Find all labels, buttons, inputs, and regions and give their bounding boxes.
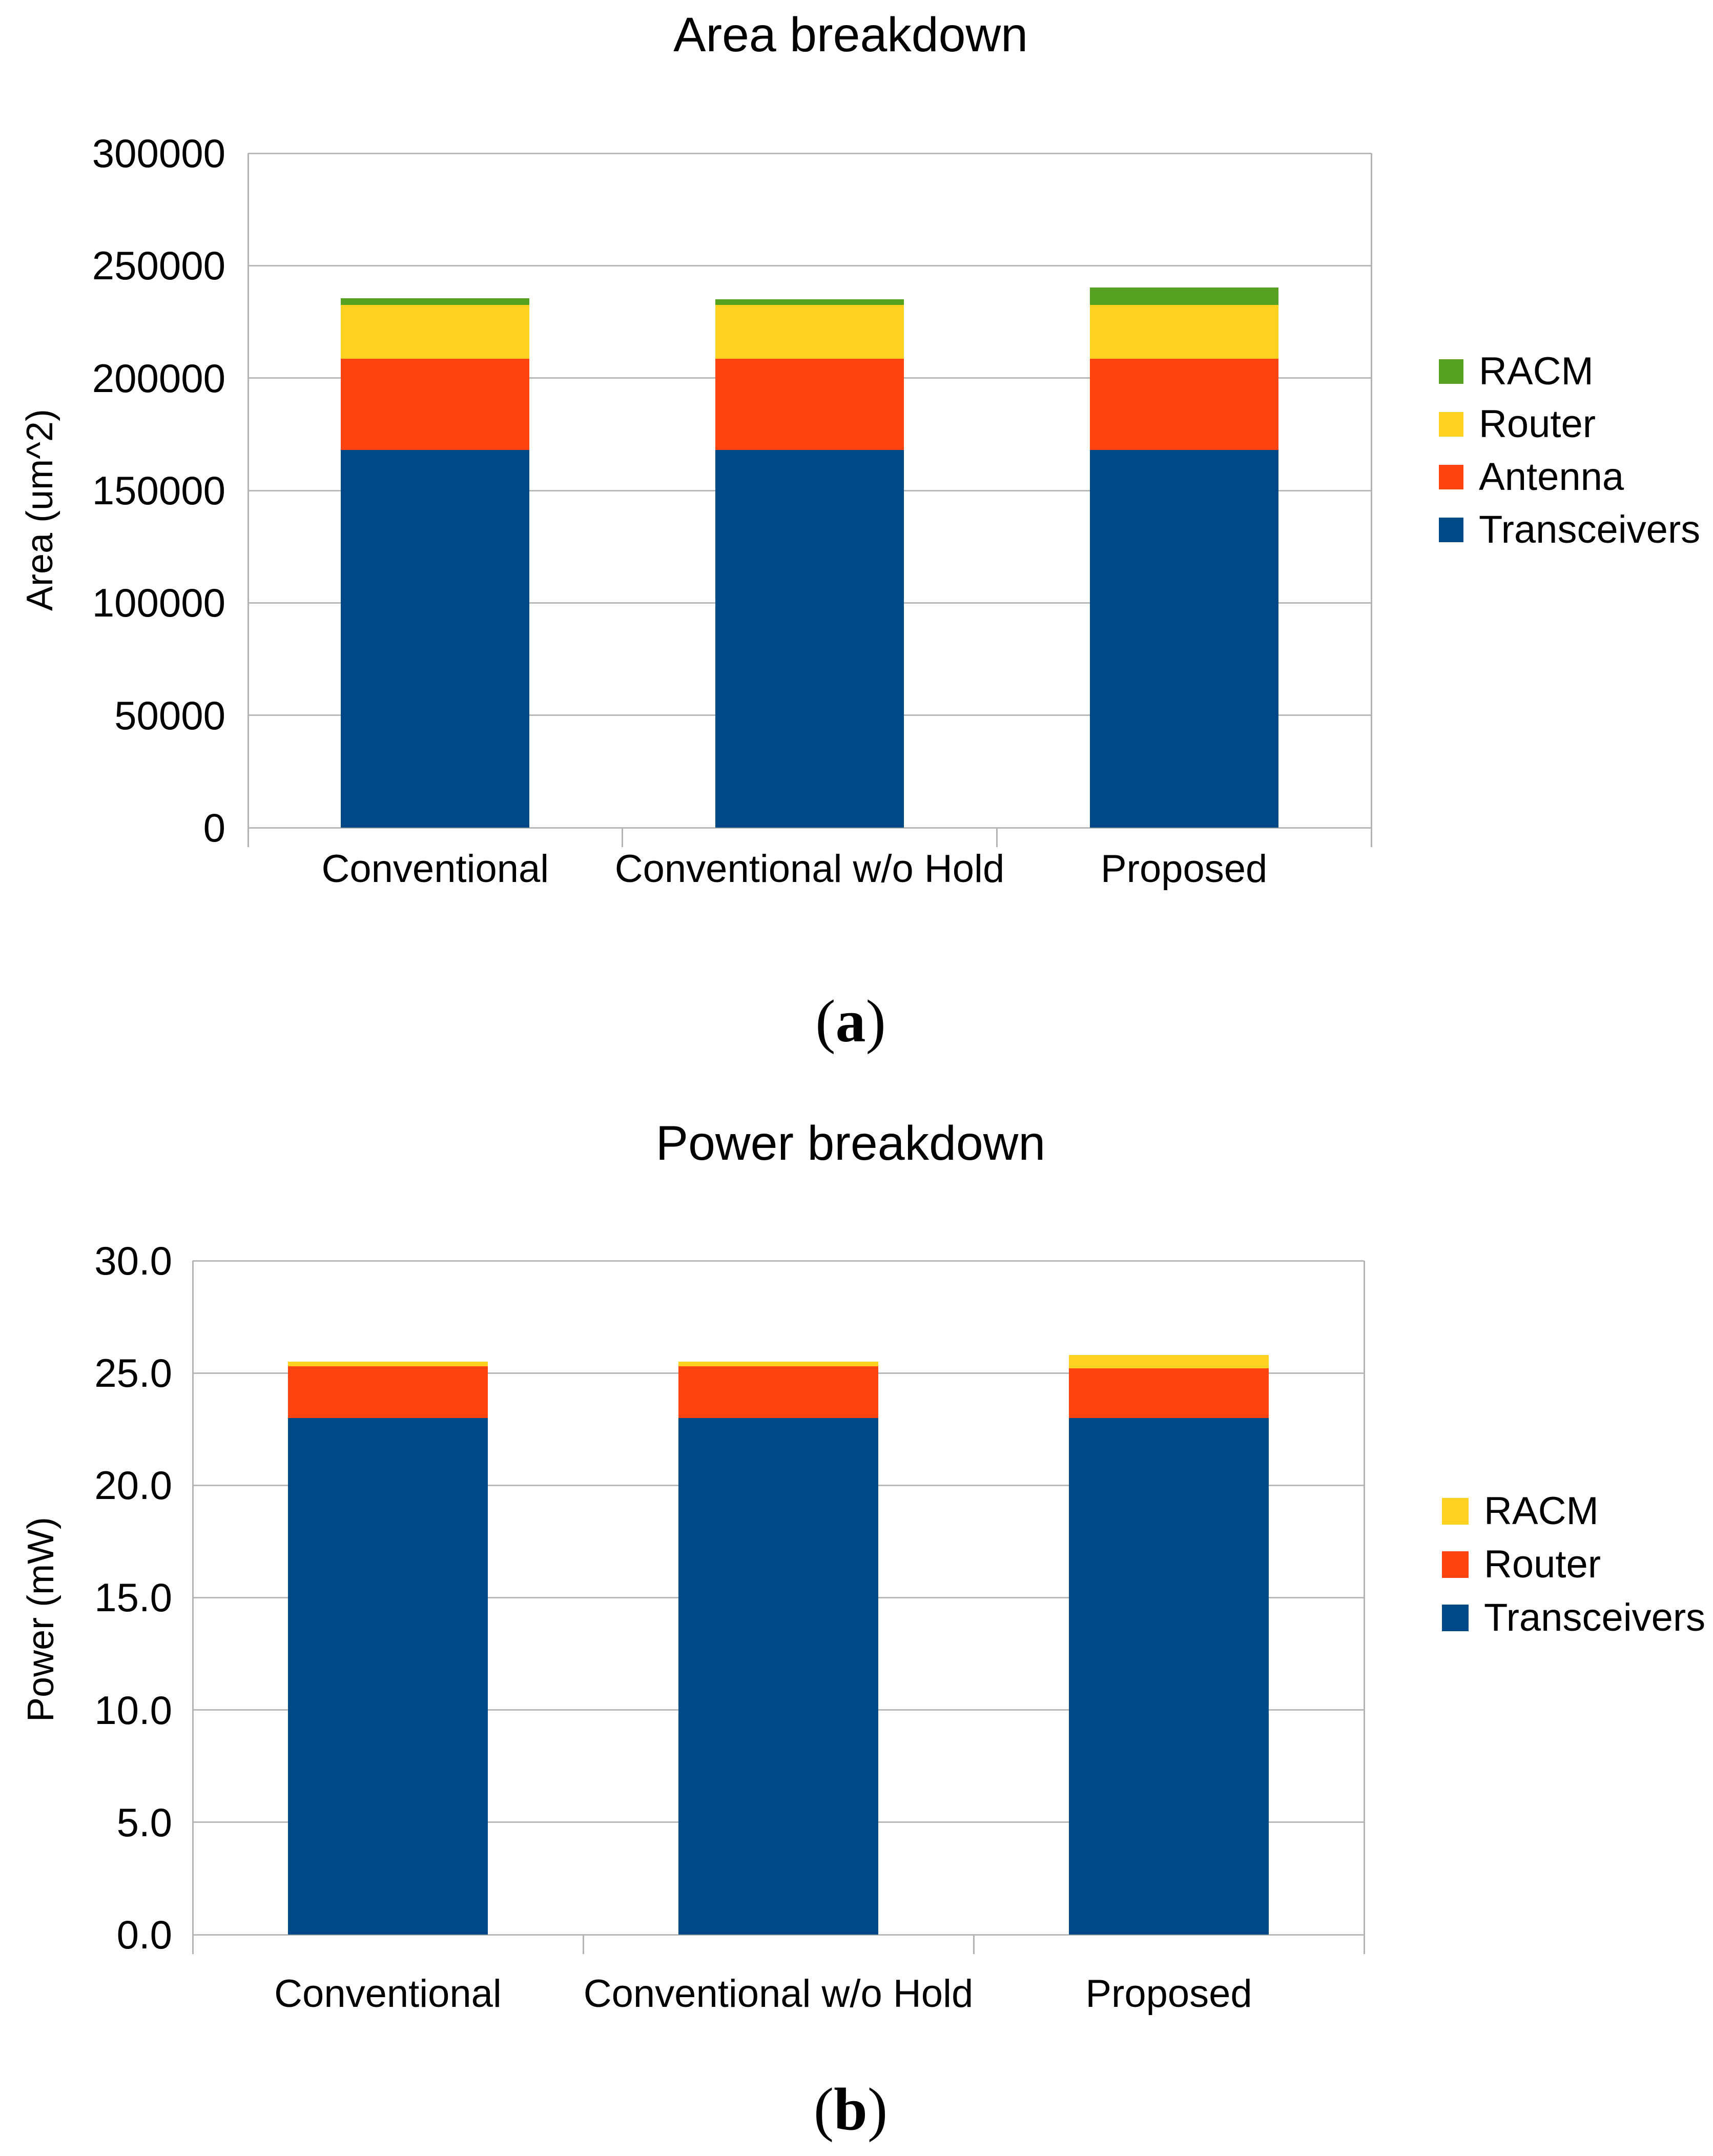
gridline — [248, 264, 1371, 266]
x-category-label: Conventional w/o Hold — [583, 1972, 974, 2016]
bar-segment-transceivers-2 — [715, 450, 904, 828]
y-tick-label: 250000 — [92, 243, 225, 289]
x-category-label: Conventional — [274, 1972, 502, 2016]
x-axis-tick — [622, 828, 624, 847]
x-axis-tick — [1363, 1935, 1365, 1954]
y-tick-label: 15.0 — [94, 1575, 172, 1620]
legend-item-router: Router — [1439, 394, 1596, 455]
y-tick-label: 10.0 — [94, 1687, 172, 1733]
x-axis-tick — [1370, 828, 1372, 847]
chart-b-title: Power breakdown — [655, 1116, 1046, 1171]
y-tick-label: 5.0 — [116, 1799, 172, 1845]
gridline — [193, 1260, 1364, 1262]
y-axis-line — [192, 1261, 194, 1935]
bar-segment-racm-2 — [678, 1362, 878, 1367]
plot-right-border — [1370, 153, 1372, 828]
y-tick-label: 25.0 — [94, 1350, 172, 1395]
x-axis-tick — [973, 1935, 975, 1954]
bar-segment-router-2 — [678, 1366, 878, 1418]
legend-label: RACM — [1479, 350, 1594, 393]
y-tick-label: 300000 — [92, 130, 225, 176]
bar-segment-router-1 — [341, 305, 530, 359]
legend-swatch-router — [1439, 412, 1463, 437]
bar-segment-router-3 — [1089, 305, 1278, 359]
x-category-label: Proposed — [1100, 847, 1268, 891]
legend-label: Transceivers — [1479, 508, 1701, 551]
caption-text: a — [835, 988, 866, 1055]
x-axis-tick — [247, 828, 249, 847]
y-tick-label: 200000 — [92, 355, 225, 401]
bar-segment-antenna-2 — [715, 359, 904, 450]
y-tick-label: 100000 — [92, 580, 225, 626]
legend-item-racm: RACM — [1439, 341, 1594, 402]
y-tick-label: 0 — [203, 805, 225, 850]
legend-swatch-racm — [1439, 359, 1463, 384]
gridline — [193, 1934, 1364, 1936]
plot-right-border — [1363, 1261, 1365, 1935]
bar-segment-transceivers-1 — [288, 1418, 488, 1935]
caption-text: b — [834, 2076, 868, 2143]
legend-item-racm: RACM — [1442, 1481, 1599, 1542]
caption-text: ( — [813, 2076, 834, 2143]
bar-segment-racm-2 — [715, 299, 904, 305]
legend-label: RACM — [1484, 1489, 1599, 1533]
y-tick-label: 0.0 — [116, 1912, 172, 1957]
legend-swatch-router — [1442, 1551, 1469, 1578]
legend-swatch-antenna — [1439, 465, 1463, 489]
x-category-label: Conventional w/o Hold — [614, 847, 1005, 891]
bar-segment-racm-3 — [1089, 287, 1278, 305]
legend-item-router: Router — [1442, 1534, 1601, 1595]
x-category-label: Proposed — [1085, 1972, 1252, 2016]
legend-label: Antenna — [1479, 455, 1624, 499]
legend-label: Router — [1484, 1543, 1601, 1586]
bar-segment-transceivers-1 — [341, 450, 530, 828]
x-axis-tick — [582, 1935, 584, 1954]
caption-text: ) — [865, 988, 886, 1055]
legend-item-antenna: Antenna — [1439, 446, 1624, 508]
x-axis-tick — [996, 828, 998, 847]
legend-swatch-transceivers — [1442, 1605, 1469, 1631]
y-tick-label: 30.0 — [94, 1238, 172, 1283]
x-axis-tick — [192, 1935, 194, 1954]
bar-segment-antenna-1 — [341, 359, 530, 450]
y-tick-label: 50000 — [114, 692, 225, 738]
legend-item-transceivers: Transceivers — [1439, 499, 1700, 561]
y-tick-label: 150000 — [92, 467, 225, 513]
legend-item-transceivers: Transceivers — [1442, 1587, 1705, 1649]
chart-a-title: Area breakdown — [673, 8, 1028, 62]
bar-segment-router-3 — [1069, 1368, 1269, 1418]
bar-segment-router-2 — [715, 305, 904, 359]
caption-text: ( — [815, 988, 836, 1055]
bar-segment-racm-1 — [288, 1362, 488, 1367]
x-category-label: Conventional — [321, 847, 549, 891]
figure-a-caption: (a) — [815, 987, 886, 1056]
y-tick-label: 20.0 — [94, 1463, 172, 1508]
bar-segment-router-1 — [288, 1366, 488, 1418]
figure-b-caption: (b) — [814, 2075, 888, 2144]
bar-segment-transceivers-3 — [1089, 450, 1278, 828]
legend-swatch-transceivers — [1439, 518, 1463, 542]
bar-segment-transceivers-2 — [678, 1418, 878, 1935]
legend-label: Transceivers — [1484, 1596, 1706, 1639]
gridline — [248, 152, 1371, 154]
bar-segment-racm-3 — [1069, 1355, 1269, 1369]
bar-segment-antenna-3 — [1089, 359, 1278, 450]
legend-label: Router — [1479, 402, 1596, 446]
bar-segment-racm-1 — [341, 298, 530, 305]
gridline — [248, 827, 1371, 829]
y-axis-line — [247, 153, 249, 828]
bar-segment-transceivers-3 — [1069, 1418, 1269, 1935]
legend-swatch-racm — [1442, 1498, 1469, 1525]
caption-text: ) — [867, 2076, 888, 2143]
